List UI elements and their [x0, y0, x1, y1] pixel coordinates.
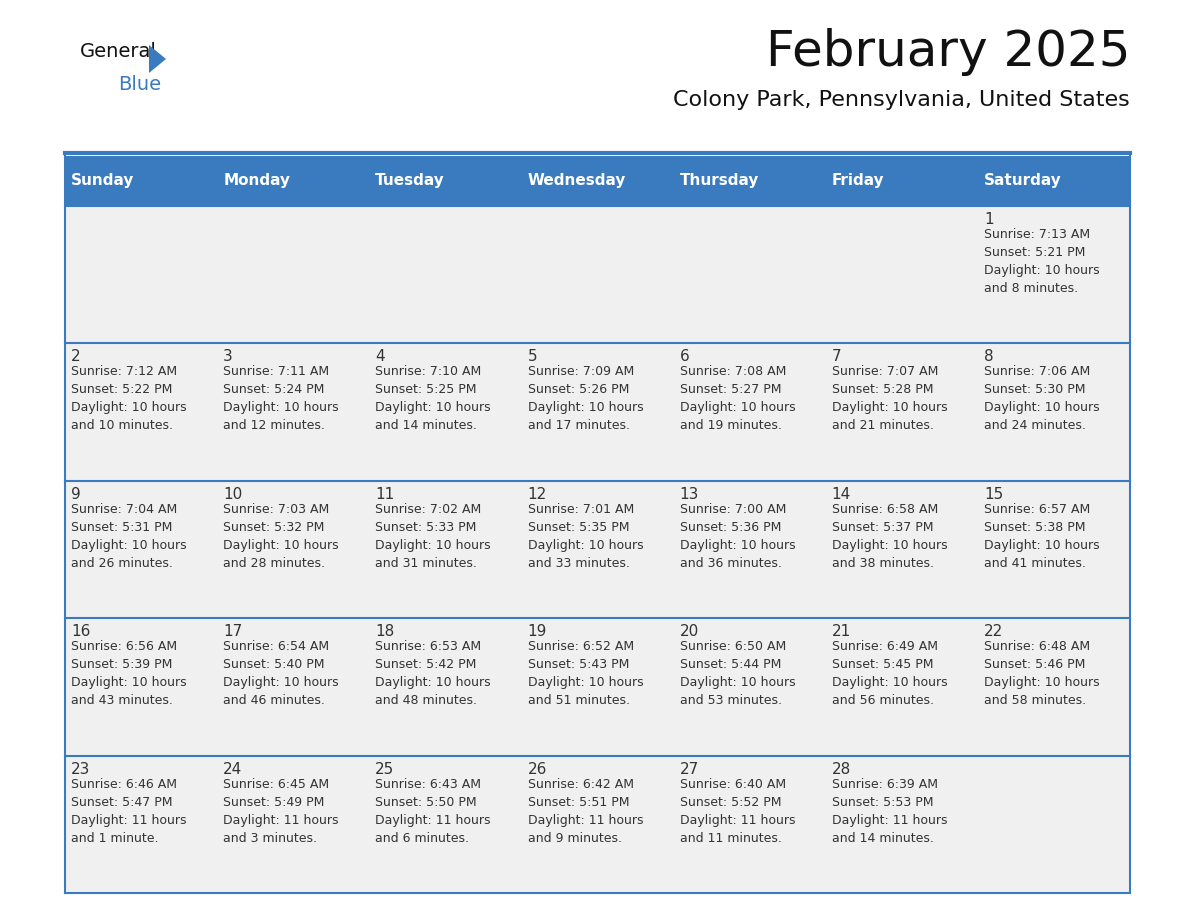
Text: Sunrise: 6:42 AM
Sunset: 5:51 PM
Daylight: 11 hours
and 9 minutes.: Sunrise: 6:42 AM Sunset: 5:51 PM Dayligh…: [527, 778, 643, 845]
Text: 9: 9: [71, 487, 81, 502]
Text: Sunrise: 6:58 AM
Sunset: 5:37 PM
Daylight: 10 hours
and 38 minutes.: Sunrise: 6:58 AM Sunset: 5:37 PM Dayligh…: [832, 503, 947, 570]
Text: Sunrise: 6:40 AM
Sunset: 5:52 PM
Daylight: 11 hours
and 11 minutes.: Sunrise: 6:40 AM Sunset: 5:52 PM Dayligh…: [680, 778, 795, 845]
Text: Sunrise: 7:03 AM
Sunset: 5:32 PM
Daylight: 10 hours
and 28 minutes.: Sunrise: 7:03 AM Sunset: 5:32 PM Dayligh…: [223, 503, 339, 570]
Text: 22: 22: [984, 624, 1003, 639]
Text: Wednesday: Wednesday: [527, 174, 626, 188]
Text: 6: 6: [680, 350, 689, 364]
Text: 25: 25: [375, 762, 394, 777]
Text: 28: 28: [832, 762, 851, 777]
Text: Sunrise: 7:04 AM
Sunset: 5:31 PM
Daylight: 10 hours
and 26 minutes.: Sunrise: 7:04 AM Sunset: 5:31 PM Dayligh…: [71, 503, 187, 570]
Text: 1: 1: [984, 212, 993, 227]
Text: 4: 4: [375, 350, 385, 364]
Text: Sunrise: 7:07 AM
Sunset: 5:28 PM
Daylight: 10 hours
and 21 minutes.: Sunrise: 7:07 AM Sunset: 5:28 PM Dayligh…: [832, 365, 947, 432]
Text: Colony Park, Pennsylvania, United States: Colony Park, Pennsylvania, United States: [674, 90, 1130, 110]
Text: 11: 11: [375, 487, 394, 502]
Text: 20: 20: [680, 624, 699, 639]
Polygon shape: [148, 45, 166, 73]
Text: Sunrise: 7:11 AM
Sunset: 5:24 PM
Daylight: 10 hours
and 12 minutes.: Sunrise: 7:11 AM Sunset: 5:24 PM Dayligh…: [223, 365, 339, 432]
Text: 14: 14: [832, 487, 851, 502]
Text: General: General: [80, 42, 157, 61]
Text: 5: 5: [527, 350, 537, 364]
Text: 13: 13: [680, 487, 699, 502]
Text: Sunrise: 7:00 AM
Sunset: 5:36 PM
Daylight: 10 hours
and 36 minutes.: Sunrise: 7:00 AM Sunset: 5:36 PM Dayligh…: [680, 503, 795, 570]
Text: Sunrise: 6:53 AM
Sunset: 5:42 PM
Daylight: 10 hours
and 48 minutes.: Sunrise: 6:53 AM Sunset: 5:42 PM Dayligh…: [375, 640, 491, 707]
Text: Blue: Blue: [118, 75, 162, 94]
Text: Sunrise: 7:08 AM
Sunset: 5:27 PM
Daylight: 10 hours
and 19 minutes.: Sunrise: 7:08 AM Sunset: 5:27 PM Dayligh…: [680, 365, 795, 432]
Text: 27: 27: [680, 762, 699, 777]
Text: 12: 12: [527, 487, 546, 502]
Text: Sunrise: 6:57 AM
Sunset: 5:38 PM
Daylight: 10 hours
and 41 minutes.: Sunrise: 6:57 AM Sunset: 5:38 PM Dayligh…: [984, 503, 1100, 570]
Text: 21: 21: [832, 624, 851, 639]
Bar: [65, 343, 1130, 481]
Text: Sunrise: 6:43 AM
Sunset: 5:50 PM
Daylight: 11 hours
and 6 minutes.: Sunrise: 6:43 AM Sunset: 5:50 PM Dayligh…: [375, 778, 491, 845]
Text: 23: 23: [71, 762, 90, 777]
Text: Sunrise: 6:45 AM
Sunset: 5:49 PM
Daylight: 11 hours
and 3 minutes.: Sunrise: 6:45 AM Sunset: 5:49 PM Dayligh…: [223, 778, 339, 845]
Text: 17: 17: [223, 624, 242, 639]
Text: Sunrise: 7:02 AM
Sunset: 5:33 PM
Daylight: 10 hours
and 31 minutes.: Sunrise: 7:02 AM Sunset: 5:33 PM Dayligh…: [375, 503, 491, 570]
Text: Sunrise: 6:46 AM
Sunset: 5:47 PM
Daylight: 11 hours
and 1 minute.: Sunrise: 6:46 AM Sunset: 5:47 PM Dayligh…: [71, 778, 187, 845]
Text: 16: 16: [71, 624, 90, 639]
Text: Sunrise: 7:12 AM
Sunset: 5:22 PM
Daylight: 10 hours
and 10 minutes.: Sunrise: 7:12 AM Sunset: 5:22 PM Dayligh…: [71, 365, 187, 432]
Text: February 2025: February 2025: [765, 28, 1130, 76]
Text: Thursday: Thursday: [680, 174, 759, 188]
Text: 15: 15: [984, 487, 1003, 502]
Text: Sunrise: 7:01 AM
Sunset: 5:35 PM
Daylight: 10 hours
and 33 minutes.: Sunrise: 7:01 AM Sunset: 5:35 PM Dayligh…: [527, 503, 643, 570]
Text: 3: 3: [223, 350, 233, 364]
Text: Sunday: Sunday: [71, 174, 134, 188]
Text: Sunrise: 6:50 AM
Sunset: 5:44 PM
Daylight: 10 hours
and 53 minutes.: Sunrise: 6:50 AM Sunset: 5:44 PM Dayligh…: [680, 640, 795, 707]
Text: Sunrise: 6:39 AM
Sunset: 5:53 PM
Daylight: 11 hours
and 14 minutes.: Sunrise: 6:39 AM Sunset: 5:53 PM Dayligh…: [832, 778, 947, 845]
Text: 10: 10: [223, 487, 242, 502]
Bar: [65, 481, 1130, 618]
Text: 8: 8: [984, 350, 993, 364]
Text: Sunrise: 6:56 AM
Sunset: 5:39 PM
Daylight: 10 hours
and 43 minutes.: Sunrise: 6:56 AM Sunset: 5:39 PM Dayligh…: [71, 640, 187, 707]
Text: Monday: Monday: [223, 174, 290, 188]
Text: Sunrise: 6:49 AM
Sunset: 5:45 PM
Daylight: 10 hours
and 56 minutes.: Sunrise: 6:49 AM Sunset: 5:45 PM Dayligh…: [832, 640, 947, 707]
Text: 18: 18: [375, 624, 394, 639]
Bar: [65, 756, 1130, 893]
Text: Sunrise: 6:52 AM
Sunset: 5:43 PM
Daylight: 10 hours
and 51 minutes.: Sunrise: 6:52 AM Sunset: 5:43 PM Dayligh…: [527, 640, 643, 707]
Bar: [65, 618, 1130, 756]
Text: Sunrise: 7:13 AM
Sunset: 5:21 PM
Daylight: 10 hours
and 8 minutes.: Sunrise: 7:13 AM Sunset: 5:21 PM Dayligh…: [984, 228, 1100, 295]
Text: Sunrise: 6:54 AM
Sunset: 5:40 PM
Daylight: 10 hours
and 46 minutes.: Sunrise: 6:54 AM Sunset: 5:40 PM Dayligh…: [223, 640, 339, 707]
Text: 24: 24: [223, 762, 242, 777]
Text: 26: 26: [527, 762, 546, 777]
Text: Friday: Friday: [832, 174, 884, 188]
Text: Sunrise: 7:06 AM
Sunset: 5:30 PM
Daylight: 10 hours
and 24 minutes.: Sunrise: 7:06 AM Sunset: 5:30 PM Dayligh…: [984, 365, 1100, 432]
Bar: [65, 206, 1130, 343]
Bar: [65, 156, 1130, 206]
Text: Tuesday: Tuesday: [375, 174, 446, 188]
Text: 2: 2: [71, 350, 81, 364]
Text: Sunrise: 6:48 AM
Sunset: 5:46 PM
Daylight: 10 hours
and 58 minutes.: Sunrise: 6:48 AM Sunset: 5:46 PM Dayligh…: [984, 640, 1100, 707]
Text: 7: 7: [832, 350, 841, 364]
Text: 19: 19: [527, 624, 546, 639]
Text: Sunrise: 7:10 AM
Sunset: 5:25 PM
Daylight: 10 hours
and 14 minutes.: Sunrise: 7:10 AM Sunset: 5:25 PM Dayligh…: [375, 365, 491, 432]
Text: Sunrise: 7:09 AM
Sunset: 5:26 PM
Daylight: 10 hours
and 17 minutes.: Sunrise: 7:09 AM Sunset: 5:26 PM Dayligh…: [527, 365, 643, 432]
Text: Saturday: Saturday: [984, 174, 1062, 188]
